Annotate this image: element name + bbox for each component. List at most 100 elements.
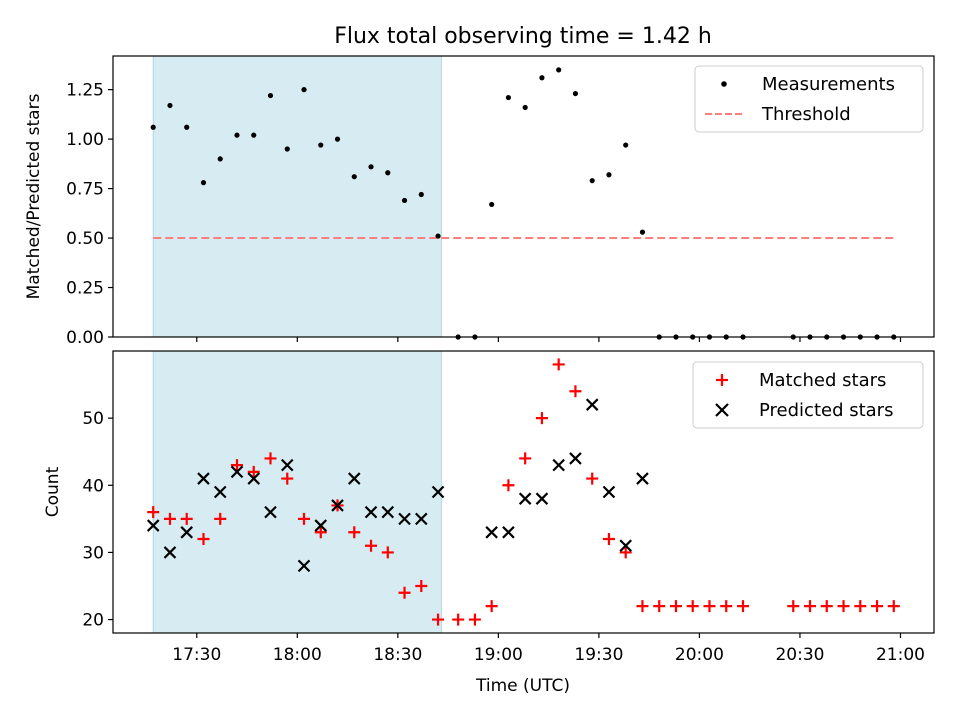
x-tick-label: 18:30: [373, 645, 422, 665]
predicted-star-point: [230, 465, 244, 479]
measurement-point: [418, 191, 424, 198]
x-tick-label: 20:00: [675, 645, 724, 665]
matched-star-point: [820, 600, 833, 613]
top-x-axis: [196, 337, 902, 342]
predicted-star-point: [163, 546, 177, 559]
measurement-point: [368, 164, 374, 170]
y-tick-label: 50: [82, 409, 104, 429]
matched-star-point: [468, 613, 481, 626]
matched-star-point: [854, 600, 867, 613]
matched-star-point: [519, 452, 532, 465]
y-tick-label: 1.00: [66, 130, 104, 150]
predicted-star-point: [364, 505, 378, 519]
x-tick-label: 19:00: [474, 645, 523, 665]
matched-star-point: [703, 600, 716, 613]
y-tick-label: 0.75: [66, 180, 104, 200]
bottom-y-axis: 20 30 40 50: [82, 409, 113, 631]
matched-star-point: [264, 452, 277, 465]
bottom-legend-box: [692, 361, 924, 429]
x-tick-label: 17:30: [172, 645, 221, 665]
matched-legend-marker: [716, 374, 728, 386]
bottom-x-axis: 17:30 18:00 18:30 19:00 19:30 20:00 20:30 21:00: [172, 633, 925, 665]
measurement-point: [267, 92, 274, 99]
measurement-point: [489, 201, 495, 208]
matched-star-point: [415, 580, 428, 592]
matched-stars-points: [147, 358, 900, 626]
matched-star-point: [432, 613, 445, 626]
matched-star-point: [452, 613, 465, 626]
measurement-points: [150, 67, 897, 340]
measurement-point: [318, 142, 324, 148]
predicted-star-point: [146, 519, 160, 532]
measurement-point: [234, 132, 240, 138]
matched-star-point: [535, 412, 548, 425]
legend-threshold: Threshold: [761, 104, 851, 125]
x-tick-label: 18:00: [273, 645, 322, 665]
matched-star-point: [485, 600, 498, 613]
predicted-star-point: [485, 526, 498, 539]
matched-star-point: [619, 546, 632, 559]
predicted-star-point: [415, 512, 428, 526]
predicted-star-point: [535, 492, 549, 505]
top-shaded-region: [152, 55, 442, 338]
measurement-point: [167, 102, 173, 109]
top-legend-box: [694, 65, 924, 133]
y-tick-label: 0.25: [66, 279, 104, 299]
predicted-star-point: [619, 539, 632, 552]
measurement-point: [606, 172, 612, 178]
chart-title: Flux total observing time = 1.42 h: [334, 24, 712, 49]
matched-star-point: [398, 586, 411, 599]
measurement-point: [556, 67, 562, 73]
matched-star-point: [669, 600, 682, 613]
x-tick-label: 19:30: [574, 645, 623, 665]
legend-predicted: Predicted stars: [759, 400, 893, 421]
bottom-shaded-region: [152, 350, 442, 634]
measurement-point: [539, 75, 545, 81]
predicted-star-point: [264, 505, 277, 519]
bottom-y-axis-label: Count: [43, 466, 63, 517]
top-axes-frame: [112, 55, 935, 338]
matched-star-point: [736, 600, 749, 613]
matched-star-point: [281, 472, 294, 485]
matched-star-point: [214, 512, 227, 525]
top-legend: Measurements Threshold: [694, 65, 924, 133]
y-tick-label: 0.00: [66, 328, 104, 348]
measurement-point: [184, 124, 190, 130]
matched-star-point: [720, 600, 733, 613]
matched-star-point: [147, 506, 160, 519]
measurement-point: [505, 94, 512, 101]
matched-star-point: [552, 358, 565, 371]
matched-star-point: [197, 533, 210, 545]
predicted-star-point: [381, 505, 395, 519]
measurement-point: [639, 229, 646, 235]
ratio-panel: 0.00 0.25 0.50 0.75 1.00 1.25 Matched/Predict…: [24, 55, 935, 348]
predicted-star-point: [280, 458, 294, 472]
predicted-star-point: [502, 526, 515, 539]
matched-star-point: [230, 459, 243, 472]
matched-star-point: [636, 600, 649, 613]
legend-measurements: Measurements: [762, 74, 895, 95]
predicted-star-point: [213, 485, 227, 499]
y-tick-label: 0.50: [66, 229, 104, 249]
x-tick-label: 21:00: [876, 645, 925, 665]
matched-star-point: [381, 546, 394, 559]
matched-star-point: [314, 526, 327, 539]
measurement-point: [301, 87, 307, 93]
matched-star-point: [348, 526, 361, 539]
measurement-point: [435, 233, 441, 239]
matched-star-point: [871, 600, 884, 613]
predicted-star-point: [431, 485, 445, 499]
matched-star-point: [804, 600, 817, 613]
predicted-star-point: [197, 472, 210, 485]
y-tick-label: 20: [82, 611, 104, 631]
x-axis-label: Time (UTC): [475, 676, 570, 696]
matched-star-point: [837, 600, 850, 613]
measurement-point: [385, 170, 391, 176]
measurement-point: [150, 124, 156, 130]
y-tick-label: 40: [82, 476, 104, 496]
predicted-star-point: [585, 398, 599, 411]
predicted-star-point: [314, 519, 328, 532]
matched-star-point: [887, 600, 900, 613]
measurements-legend-marker: [721, 81, 727, 87]
